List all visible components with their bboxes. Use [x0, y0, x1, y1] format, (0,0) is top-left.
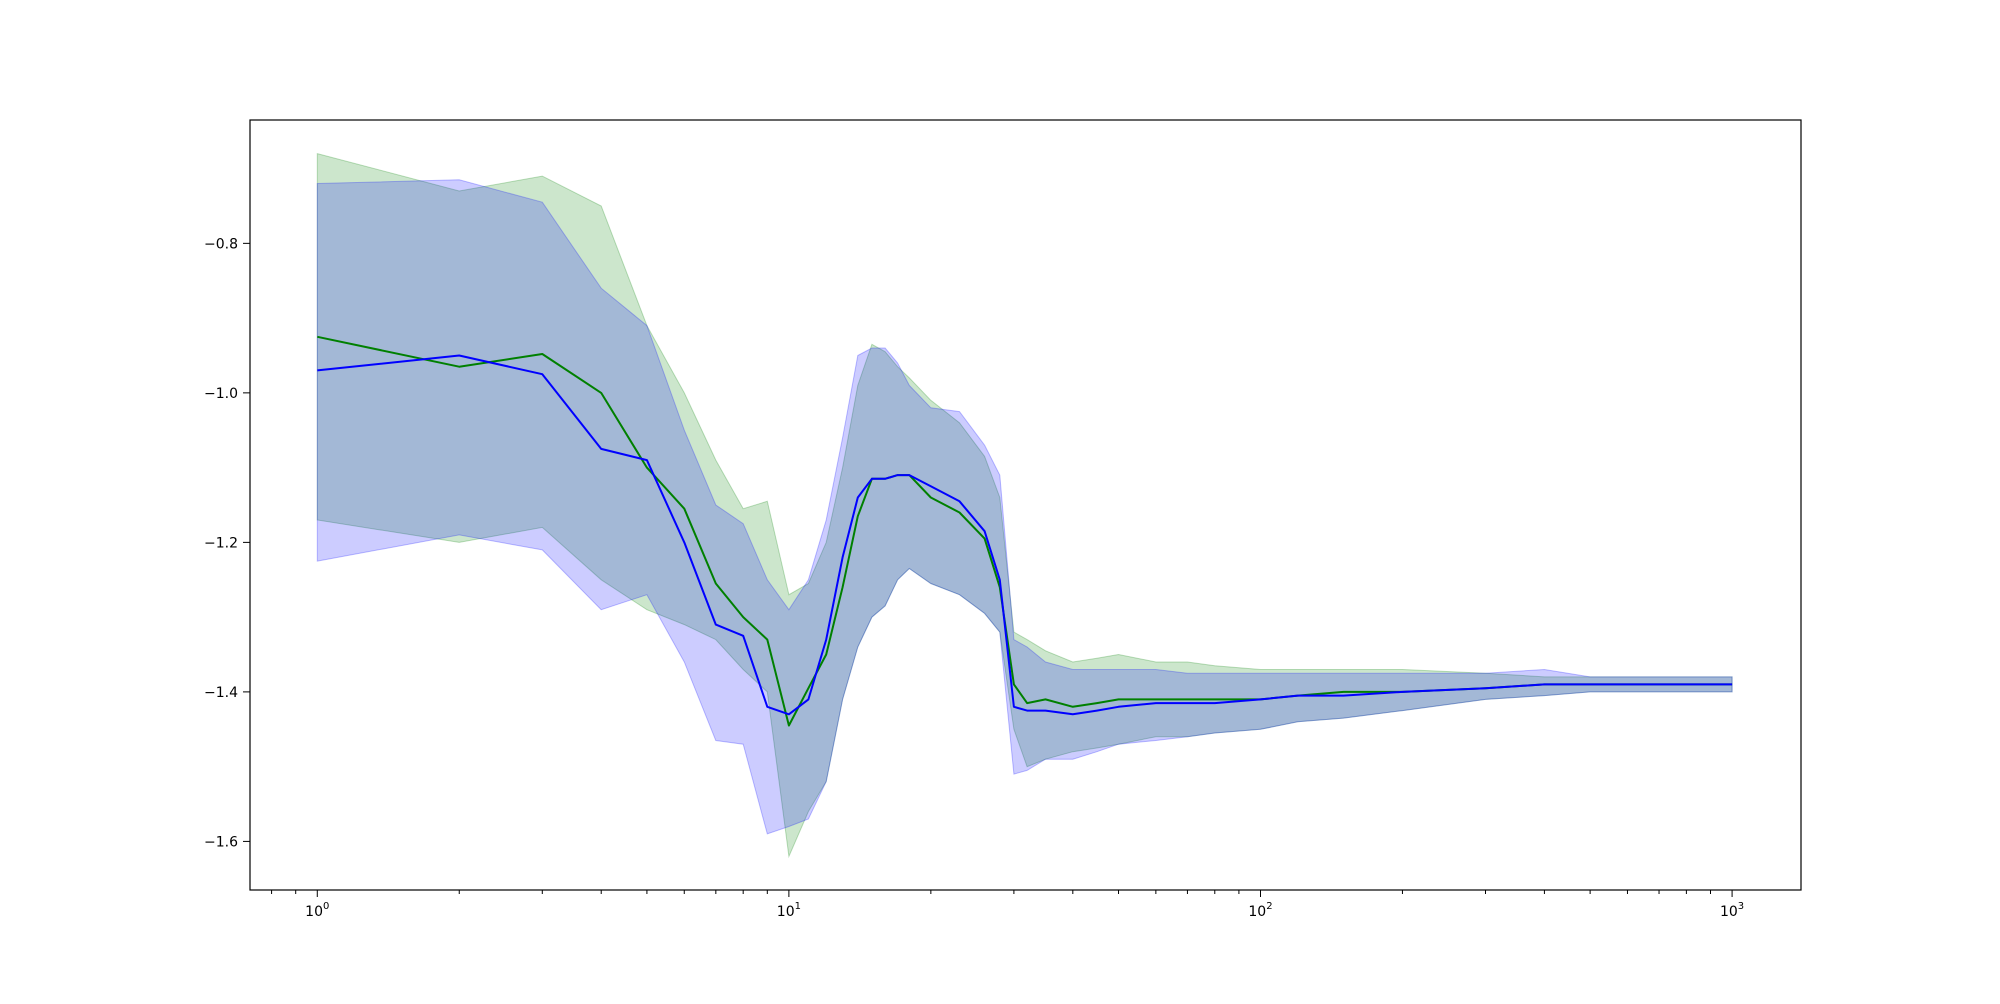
x-tick-label: 102	[1248, 901, 1272, 920]
x-tick-label: 101	[777, 901, 801, 920]
x-tick-label: 103	[1720, 901, 1744, 920]
series-1-band	[316, 152, 1733, 859]
y-tick-label: −1.2	[204, 535, 238, 551]
series-2-line	[317, 354, 1733, 716]
series-lines	[317, 335, 1733, 727]
x-tick-label: 100	[305, 901, 329, 920]
y-axis: −1.6 −1.4 −1.2 −1.0 −0.8	[204, 236, 250, 850]
series-2-band	[316, 179, 1733, 835]
y-tick-label: −1.0	[204, 386, 238, 402]
y-tick-label: −1.6	[204, 834, 238, 850]
y-tick-label: −1.4	[204, 685, 238, 701]
y-tick-label: −0.8	[204, 236, 238, 252]
plot-frame	[249, 119, 1802, 891]
x-axis: 100 101 102 103	[271, 890, 1744, 920]
confidence-bands	[316, 152, 1733, 859]
